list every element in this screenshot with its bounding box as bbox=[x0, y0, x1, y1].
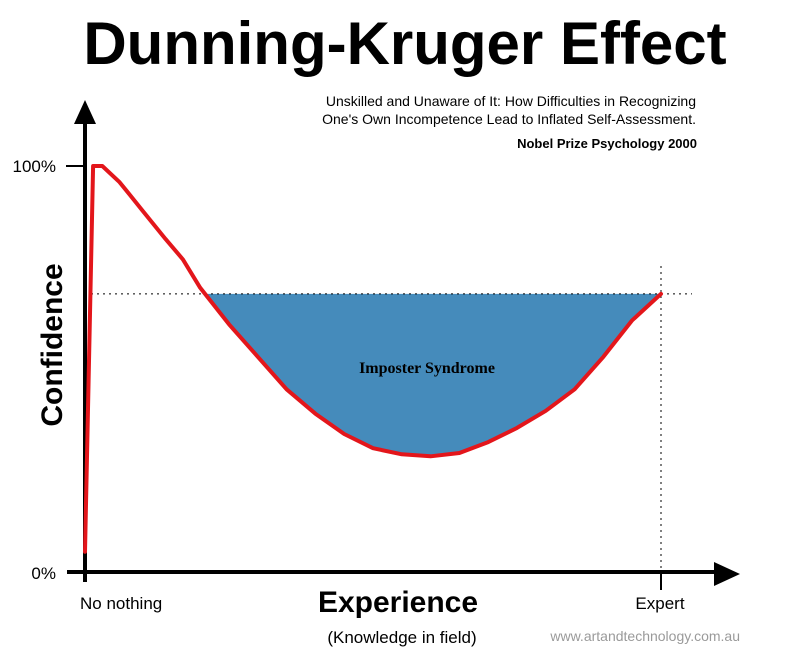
x-tick-no-nothing: No nothing bbox=[80, 594, 162, 613]
y-axis-title: Confidence bbox=[36, 263, 69, 426]
y-axis-arrow bbox=[74, 100, 96, 124]
confidence-curve bbox=[83, 164, 663, 554]
imposter-syndrome-label: Imposter Syndrome bbox=[359, 360, 495, 377]
chart-title: Dunning-Kruger Effect bbox=[83, 10, 726, 77]
source-credit: www.artandtechnology.com.au bbox=[549, 628, 740, 644]
subtitle-line-2: One's Own Incompetence Lead to Inflated … bbox=[322, 111, 696, 127]
subtitle-line-1: Unskilled and Unaware of It: How Difficu… bbox=[326, 93, 696, 109]
nobel-note: Nobel Prize Psychology 2000 bbox=[517, 136, 697, 151]
x-axis-subtitle: (Knowledge in field) bbox=[327, 628, 476, 647]
x-axis-title: Experience bbox=[318, 586, 478, 619]
x-axis-arrow bbox=[714, 562, 740, 586]
y-tick-100: 100% bbox=[13, 157, 56, 176]
plot-layer bbox=[66, 100, 740, 590]
y-tick-0: 0% bbox=[31, 564, 56, 583]
x-tick-expert: Expert bbox=[635, 594, 684, 613]
